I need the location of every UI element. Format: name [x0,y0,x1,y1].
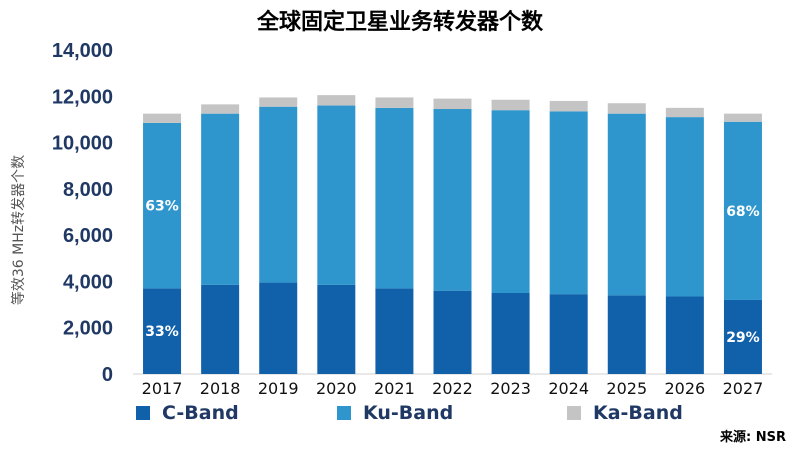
bar-ku-band-2020 [317,105,356,285]
bar-ku-band-2025 [607,113,646,296]
legend-label-ka-band: Ka-Band [593,402,683,424]
bar-c-band-2017 [143,288,182,374]
legend-item-ku-band: Ku-Band [337,402,453,424]
bar-ka-band-2021 [375,97,414,108]
y-tick-label: 4,000 [63,271,113,293]
x-tick-label: 2020 [316,379,357,398]
bar-c-band-2027 [723,299,762,374]
bar-c-band-2026 [665,296,704,374]
legend-label-ku-band: Ku-Band [363,402,454,424]
y-tick-label: 14,000 [52,40,113,62]
y-tick-label: 0 [102,364,113,386]
legend-item-c-band: C-Band [136,402,239,424]
legend-item-ka-band: Ka-Band [567,402,683,424]
x-tick-label: 2025 [606,379,647,398]
x-tick-label: 2021 [374,379,415,398]
bar-ka-band-2020 [317,95,356,106]
legend-swatch-c-band [136,406,150,420]
bar-c-band-2022 [433,290,472,374]
bar-ku-band-2021 [375,107,414,289]
bar-c-band-2024 [549,294,588,374]
bar-c-band-2021 [375,288,414,374]
bar-c-band-2019 [259,282,298,374]
x-tick-label: 2019 [258,379,299,398]
legend-label-c-band: C-Band [162,402,239,424]
chart-title: 全球固定卫星业务转发器个数 [256,10,543,35]
y-tick-label: 8,000 [63,179,113,201]
bar-ka-band-2018 [201,104,240,114]
bar-ku-band-2023 [491,110,530,294]
x-tick-label: 2017 [142,379,183,398]
y-tick-label: 10,000 [52,133,113,155]
data-label: 63% [145,199,179,215]
data-label: 29% [726,330,760,346]
y-tick-label: 6,000 [63,225,113,247]
bar-c-band-2023 [491,293,530,374]
x-tick-label: 2023 [490,379,531,398]
bar-ku-band-2026 [665,117,704,297]
x-tick-label: 2027 [723,379,764,398]
bar-ka-band-2025 [607,103,646,114]
bar-ku-band-2024 [549,111,588,295]
x-tick-label: 2026 [665,379,706,398]
bar-c-band-2025 [607,295,646,374]
data-label: 68% [726,204,760,220]
y-tick-label: 12,000 [52,86,113,108]
y-tick-label: 2,000 [63,318,113,340]
bar-ka-band-2017 [143,113,182,123]
bar-ku-band-2018 [201,113,240,285]
data-label: 33% [145,324,179,340]
x-tick-label: 2018 [200,379,241,398]
bar-ku-band-2019 [259,106,298,283]
bar-ka-band-2027 [723,113,762,122]
bar-ka-band-2024 [549,100,588,112]
bar-c-band-2018 [201,284,240,374]
bar-ka-band-2019 [259,97,298,107]
bar-ku-band-2017 [143,122,182,289]
legend-swatch-ku-band [337,406,351,420]
bar-ku-band-2022 [433,109,472,291]
bar-ka-band-2026 [665,107,704,118]
x-tick-label: 2024 [548,379,589,398]
source-note: 来源: NSR [720,430,786,445]
bar-ku-band-2027 [723,121,762,300]
legend-swatch-ka-band [567,406,581,420]
x-tick-label: 2022 [432,379,473,398]
bar-ka-band-2023 [491,99,530,111]
bar-ka-band-2022 [433,98,472,110]
bar-c-band-2020 [317,284,356,374]
